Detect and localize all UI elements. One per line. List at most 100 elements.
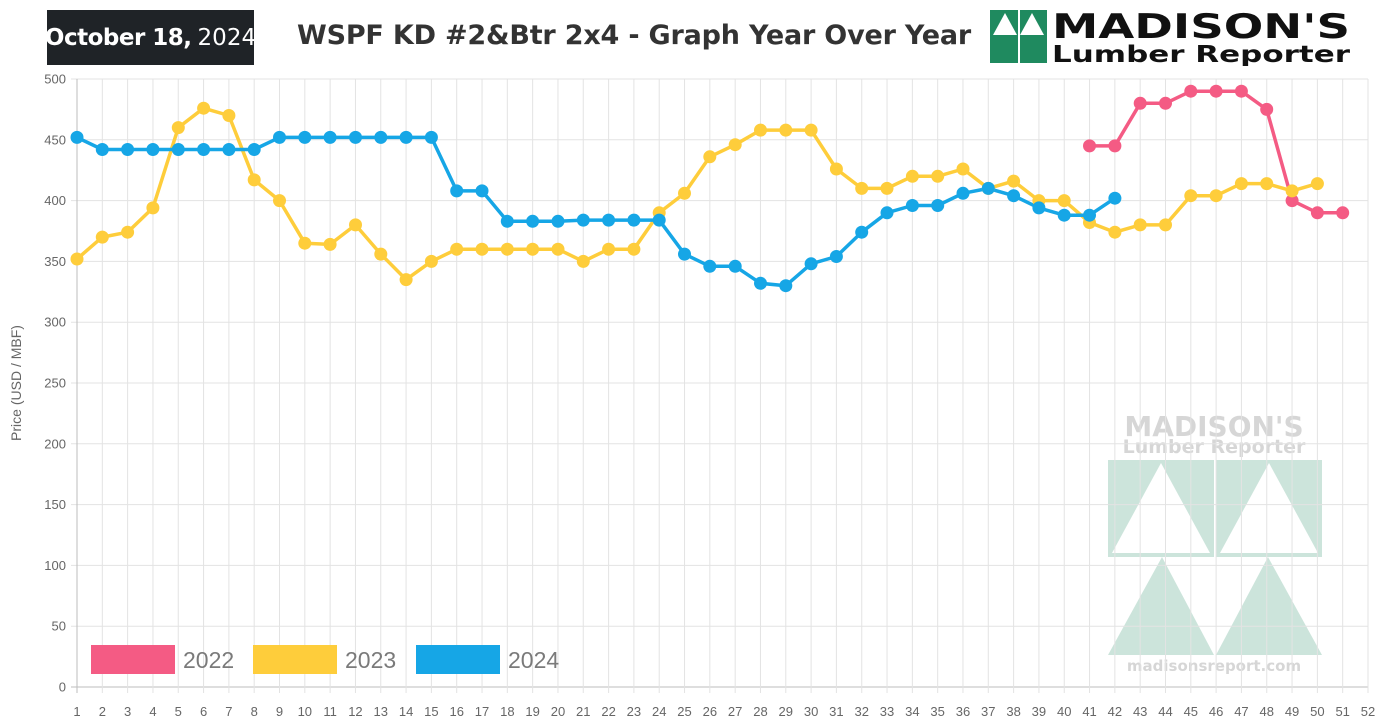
data-point-2022	[1260, 102, 1274, 116]
data-point-2023	[349, 218, 362, 232]
x-tick-label: 44	[1158, 704, 1172, 719]
data-point-2023	[602, 242, 616, 256]
x-tick-label: 11	[323, 704, 337, 719]
x-tick-label: 1	[73, 704, 80, 719]
y-tick-label: 100	[44, 558, 66, 573]
data-point-2024	[576, 213, 590, 227]
data-point-2022	[1108, 139, 1122, 153]
logo-brand: MADISON'S	[1052, 8, 1350, 47]
legend-label-2022: 2022	[183, 647, 234, 673]
data-point-2022	[1209, 84, 1223, 98]
data-point-2023	[500, 242, 514, 256]
data-point-2023	[70, 252, 84, 266]
y-tick-label: 200	[44, 436, 66, 451]
data-point-2023	[1260, 177, 1274, 191]
legend-swatch-2024	[416, 645, 500, 674]
data-point-2023	[576, 254, 590, 268]
x-tick-label: 39	[1032, 704, 1046, 719]
data-point-2023	[1184, 189, 1198, 203]
x-tick-label: 5	[175, 704, 182, 719]
x-tick-label: 48	[1260, 704, 1274, 719]
x-tick-label: 43	[1133, 704, 1147, 719]
x-tick-label: 19	[525, 704, 539, 719]
x-tick-label: 51	[1335, 704, 1349, 719]
x-tick-label: 21	[576, 704, 590, 719]
data-point-2024	[1032, 201, 1046, 215]
data-point-2024	[855, 225, 869, 239]
data-point-2023	[829, 162, 843, 176]
x-tick-label: 18	[500, 704, 514, 719]
data-point-2023	[1133, 218, 1147, 232]
data-point-2024	[905, 199, 919, 212]
y-tick-label: 250	[44, 376, 66, 391]
data-point-2024	[1007, 189, 1021, 203]
y-tick-label: 300	[44, 315, 66, 330]
data-point-2023	[323, 237, 337, 251]
data-point-2024	[475, 184, 489, 198]
x-tick-label: 52	[1361, 704, 1375, 719]
x-tick-label: 25	[677, 704, 691, 719]
x-tick-label: 17	[475, 704, 489, 719]
x-tick-label: 15	[424, 704, 438, 719]
x-tick-label: 50	[1310, 704, 1324, 719]
x-tick-label: 41	[1082, 704, 1096, 719]
data-point-2023	[1209, 189, 1223, 203]
data-point-2023	[247, 173, 261, 187]
data-point-2024	[728, 259, 742, 273]
y-tick-label: 500	[44, 72, 66, 87]
data-point-2022	[1336, 206, 1350, 220]
date-badge: October 18, 2024	[45, 10, 256, 65]
data-point-2023	[779, 123, 793, 137]
x-tick-label: 9	[276, 704, 283, 719]
x-tick-label: 3	[124, 704, 131, 719]
data-point-2023	[475, 242, 489, 256]
x-tick-label: 35	[930, 704, 944, 719]
data-point-2023	[222, 109, 236, 122]
data-point-2024	[298, 130, 312, 144]
legend-swatch-2022	[91, 645, 175, 674]
x-tick-label: 31	[829, 704, 843, 719]
x-tick-label: 46	[1209, 704, 1223, 719]
data-point-2024	[627, 213, 641, 227]
data-point-2024	[1057, 208, 1071, 222]
data-point-2022	[1184, 84, 1198, 98]
data-point-2024	[652, 213, 666, 227]
chart-legend: 2022 2023 2024	[91, 645, 559, 674]
x-tick-label: 8	[251, 704, 258, 719]
data-point-2023	[627, 242, 641, 256]
x-tick-label: 27	[728, 704, 742, 719]
data-point-2024	[526, 214, 540, 228]
data-point-2023	[703, 150, 717, 164]
data-point-2022	[1083, 139, 1096, 153]
data-point-2024	[602, 213, 616, 227]
y-axis-ticks: 0 50 100 150 200 250 300 350 400 450 500	[44, 72, 66, 695]
data-point-2024	[399, 130, 413, 144]
x-tick-label: 2	[99, 704, 106, 719]
data-point-2024	[349, 130, 362, 144]
data-point-2024	[323, 130, 337, 144]
data-point-2024	[956, 186, 970, 200]
legend-label-2023: 2023	[345, 647, 396, 673]
x-tick-label: 49	[1285, 704, 1299, 719]
x-tick-label: 40	[1057, 704, 1071, 719]
data-point-2023	[1057, 194, 1071, 208]
data-point-2023	[804, 123, 818, 137]
data-point-2024	[450, 184, 464, 198]
data-point-2023	[1007, 174, 1021, 188]
data-point-2024	[222, 143, 236, 156]
data-point-2024	[981, 181, 995, 195]
y-tick-label: 350	[44, 254, 66, 269]
data-point-2023	[121, 225, 135, 239]
data-point-2024	[551, 214, 565, 228]
x-tick-label: 22	[601, 704, 615, 719]
chart-title: WSPF KD #2&Btr 2x4 - Graph Year Over Yea…	[297, 20, 972, 51]
x-tick-label: 36	[956, 704, 970, 719]
data-point-2023	[551, 242, 565, 256]
data-point-2024	[1108, 191, 1122, 205]
data-point-2022	[1133, 96, 1147, 110]
x-tick-label: 30	[804, 704, 818, 719]
watermark-subtitle: Lumber Reporter	[1123, 436, 1306, 458]
data-point-2023	[855, 181, 869, 195]
x-tick-label: 45	[1184, 704, 1198, 719]
